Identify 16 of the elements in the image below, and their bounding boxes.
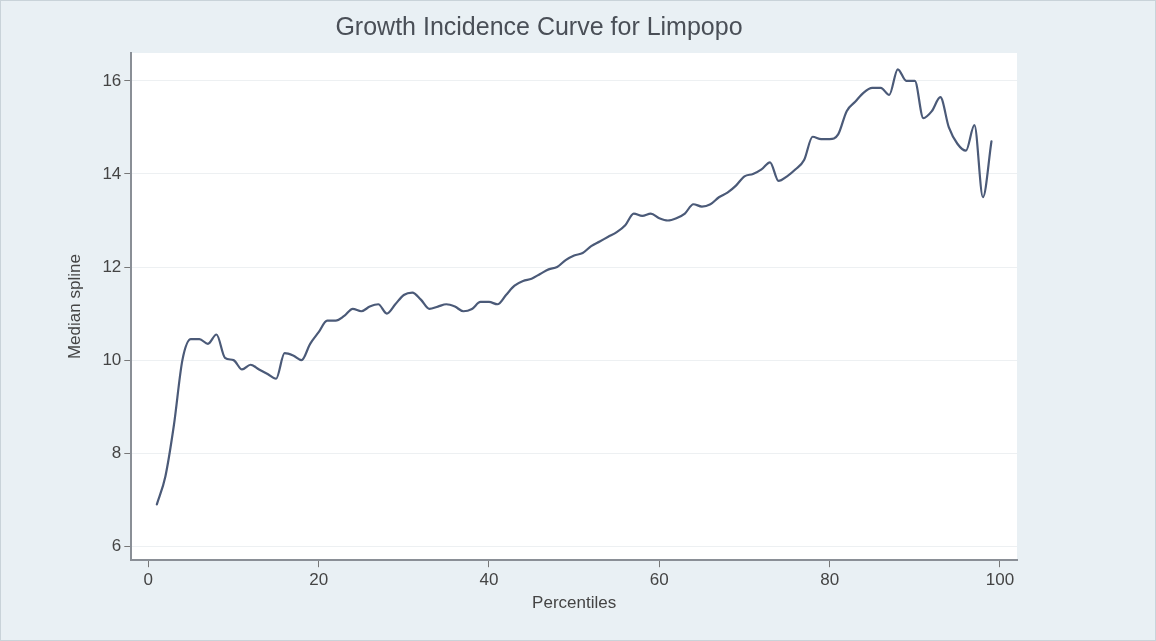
y-tick-label: 16 (102, 70, 122, 90)
y-tick-label: 14 (102, 163, 122, 183)
x-tick-label: 40 (479, 570, 499, 590)
y-axis-title: Median spline (64, 254, 84, 360)
x-tick-label: 60 (649, 570, 669, 590)
x-tick-label: 100 (985, 570, 1015, 590)
x-tick-label: 0 (143, 570, 154, 590)
y-tick-label: 6 (111, 535, 122, 555)
y-tick-label: 8 (111, 442, 122, 462)
y-tick-label: 10 (102, 349, 122, 369)
y-tick-label: 12 (102, 256, 122, 276)
x-tick-label: 20 (309, 570, 329, 590)
line-series (155, 68, 993, 506)
x-axis-title: Percentiles (532, 593, 617, 613)
chart-title: Growth Incidence Curve for Limpopo (335, 11, 743, 40)
x-tick-label: 80 (820, 570, 840, 590)
